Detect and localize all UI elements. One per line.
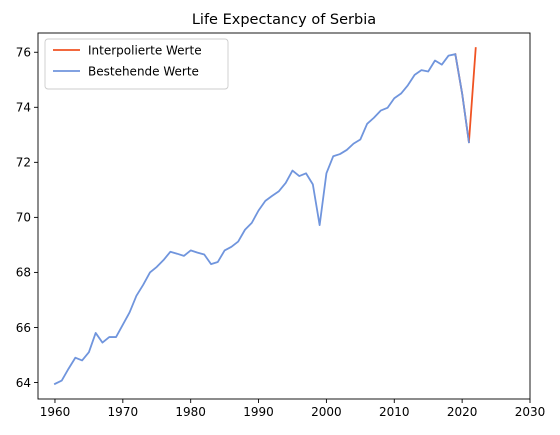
y-tick-label: 64 bbox=[16, 376, 31, 390]
legend-box bbox=[44, 38, 229, 90]
x-tick-label: 2000 bbox=[311, 405, 342, 419]
x-tick-label: 1990 bbox=[243, 405, 274, 419]
y-tick-label: 66 bbox=[16, 321, 31, 335]
x-tick-label: 1970 bbox=[108, 405, 139, 419]
legend-label-existing: Bestehende Werte bbox=[88, 65, 199, 79]
x-tick-label: 1960 bbox=[40, 405, 71, 419]
series-line-existing bbox=[53, 53, 470, 386]
x-tick-label: 2010 bbox=[379, 405, 410, 419]
plot-area bbox=[53, 47, 477, 386]
chart-title: Life Expectancy of Serbia bbox=[192, 12, 376, 28]
x-tick-label: 2030 bbox=[515, 405, 546, 419]
axes-frame bbox=[37, 32, 531, 400]
y-tick-label: 70 bbox=[16, 211, 31, 225]
x-axis: 1960 1970 1980 1990 2000 2010 2020 2030 bbox=[40, 399, 546, 419]
y-tick-label: 72 bbox=[16, 156, 31, 170]
y-tick-label: 74 bbox=[16, 101, 31, 115]
legend-label-interpolated: Interpolierte Werte bbox=[88, 44, 202, 58]
x-tick-label: 2020 bbox=[447, 405, 478, 419]
y-axis: 64 66 68 70 72 74 76 bbox=[16, 46, 38, 390]
x-tick-label: 1980 bbox=[175, 405, 206, 419]
legend: Interpolierte Werte Bestehende Werte bbox=[44, 38, 229, 90]
y-tick-label: 76 bbox=[16, 46, 31, 60]
y-tick-label: 68 bbox=[16, 266, 31, 280]
